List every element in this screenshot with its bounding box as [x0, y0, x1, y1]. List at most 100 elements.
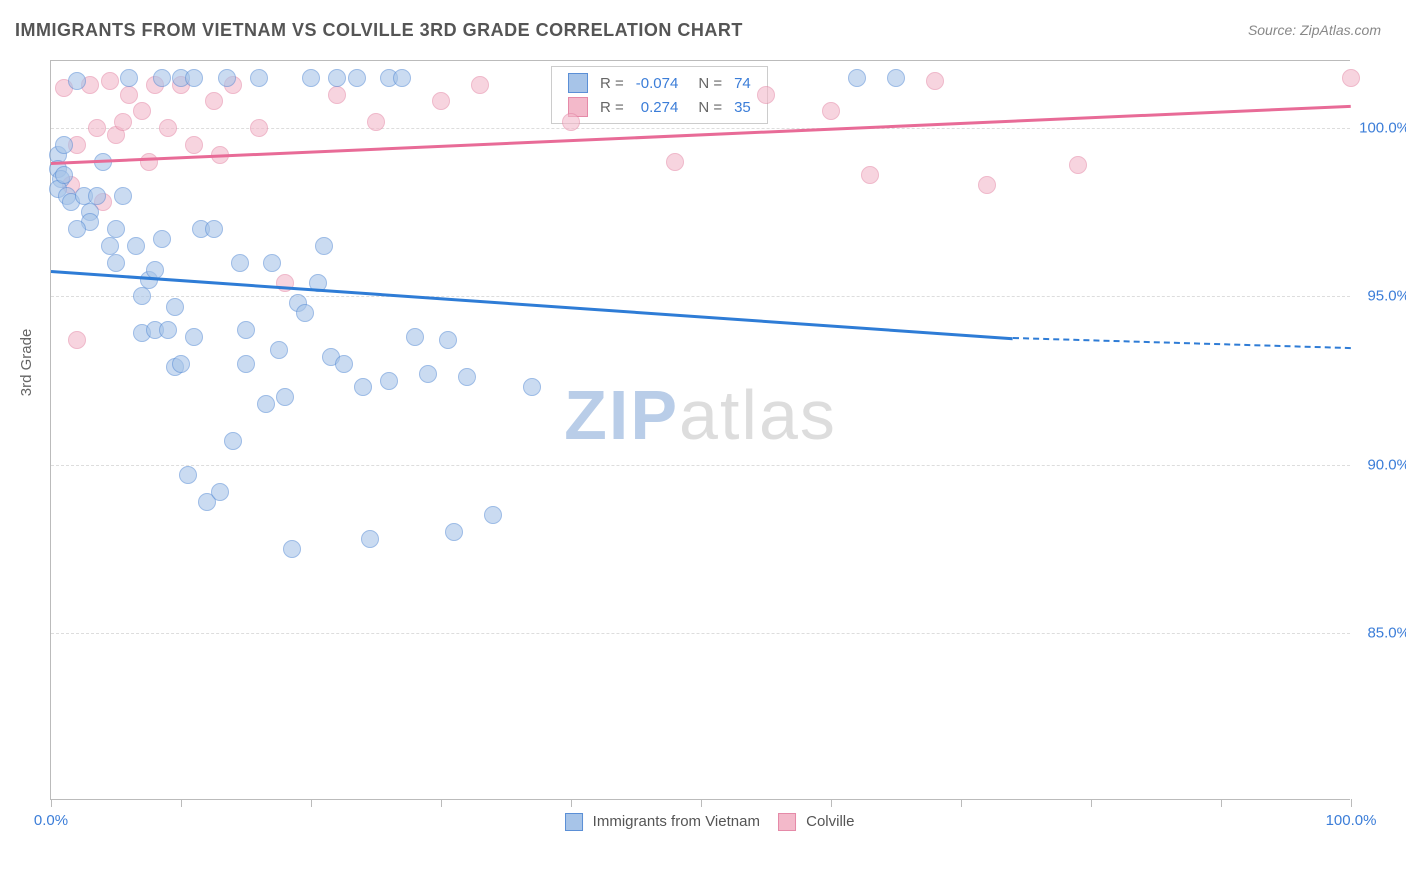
series1-point — [335, 355, 353, 373]
series2-point — [159, 119, 177, 137]
series1-point — [166, 298, 184, 316]
series1-point — [185, 69, 203, 87]
chart-container: IMMIGRANTS FROM VIETNAM VS COLVILLE 3RD … — [0, 0, 1406, 892]
x-tick — [701, 799, 702, 807]
series1-point — [523, 378, 541, 396]
plot-area: ZIPatlas R =-0.074N =74R =0.274N =35 Imm… — [50, 60, 1350, 800]
series1-point — [107, 220, 125, 238]
n-label: N = — [684, 95, 728, 119]
stats-legend-row: R =-0.074N =74 — [562, 71, 757, 95]
series2-point — [978, 176, 996, 194]
series1-point — [270, 341, 288, 359]
series1-point — [484, 506, 502, 524]
x-tick — [441, 799, 442, 807]
series2-point — [185, 136, 203, 154]
x-tick-label: 0.0% — [34, 812, 68, 829]
series1-point — [159, 321, 177, 339]
n-label: N = — [684, 71, 728, 95]
series1-point — [237, 321, 255, 339]
r-value: -0.074 — [630, 71, 685, 95]
x-tick — [181, 799, 182, 807]
series1-point — [848, 69, 866, 87]
r-label: R = — [594, 71, 630, 95]
series2-point — [861, 166, 879, 184]
series1-point — [179, 466, 197, 484]
y-axis-title: 3rd Grade — [18, 329, 35, 397]
watermark-zip: ZIP — [564, 376, 679, 454]
series1-point — [120, 69, 138, 87]
series1-point — [887, 69, 905, 87]
legend-label: Colville — [802, 813, 855, 830]
series1-point — [315, 237, 333, 255]
n-value: 35 — [728, 95, 757, 119]
legend-swatch — [565, 813, 583, 831]
gridline — [51, 465, 1350, 466]
series2-point — [88, 119, 106, 137]
series2-point — [140, 153, 158, 171]
x-tick-label: 100.0% — [1326, 812, 1377, 829]
series1-point — [153, 69, 171, 87]
series2-point — [120, 86, 138, 104]
series1-point — [328, 69, 346, 87]
x-tick — [1221, 799, 1222, 807]
series2-point — [250, 119, 268, 137]
series-legend: Immigrants from Vietnam Colville — [547, 813, 855, 831]
series1-point — [354, 378, 372, 396]
series1-point — [283, 540, 301, 558]
series1-point — [185, 328, 203, 346]
gridline — [51, 296, 1350, 297]
series1-point — [348, 69, 366, 87]
series1-point — [205, 220, 223, 238]
n-value: 74 — [728, 71, 757, 95]
series1-point — [127, 237, 145, 255]
series1-point — [224, 432, 242, 450]
series1-point — [211, 483, 229, 501]
series2-point — [101, 72, 119, 90]
series2-point — [367, 113, 385, 131]
series1-point — [276, 388, 294, 406]
series1-point — [257, 395, 275, 413]
watermark: ZIPatlas — [564, 375, 837, 455]
series1-point — [393, 69, 411, 87]
series1-point — [380, 372, 398, 390]
x-tick — [311, 799, 312, 807]
watermark-atlas: atlas — [679, 376, 837, 454]
series1-point — [133, 287, 151, 305]
series1-point — [458, 368, 476, 386]
series1-point — [419, 365, 437, 383]
series2-point — [1069, 156, 1087, 174]
series1-point — [231, 254, 249, 272]
series2-point — [114, 113, 132, 131]
legend-swatch — [568, 73, 588, 93]
x-tick — [1351, 799, 1352, 807]
gridline — [51, 633, 1350, 634]
x-tick — [961, 799, 962, 807]
series2-point — [68, 331, 86, 349]
series2-point — [205, 92, 223, 110]
series1-point — [263, 254, 281, 272]
series2-point — [471, 76, 489, 94]
series1-point — [445, 523, 463, 541]
series2-point — [666, 153, 684, 171]
series2-point — [1342, 69, 1360, 87]
stats-legend: R =-0.074N =74R =0.274N =35 — [551, 66, 768, 124]
series2-point — [822, 102, 840, 120]
series1-point — [55, 136, 73, 154]
legend-label: Immigrants from Vietnam — [589, 813, 760, 830]
series1-point — [237, 355, 255, 373]
r-value: 0.274 — [630, 95, 685, 119]
series2-point — [133, 102, 151, 120]
series1-trendline-extrapolated — [1013, 337, 1351, 349]
gridline — [51, 128, 1350, 129]
series1-point — [218, 69, 236, 87]
series1-point — [361, 530, 379, 548]
series2-point — [757, 86, 775, 104]
series1-point — [153, 230, 171, 248]
series2-point — [328, 86, 346, 104]
y-tick-label: 95.0% — [1367, 288, 1406, 305]
y-tick-label: 100.0% — [1359, 120, 1406, 137]
chart-title: IMMIGRANTS FROM VIETNAM VS COLVILLE 3RD … — [15, 20, 743, 41]
series2-point — [432, 92, 450, 110]
series1-point — [55, 166, 73, 184]
series1-point — [101, 237, 119, 255]
